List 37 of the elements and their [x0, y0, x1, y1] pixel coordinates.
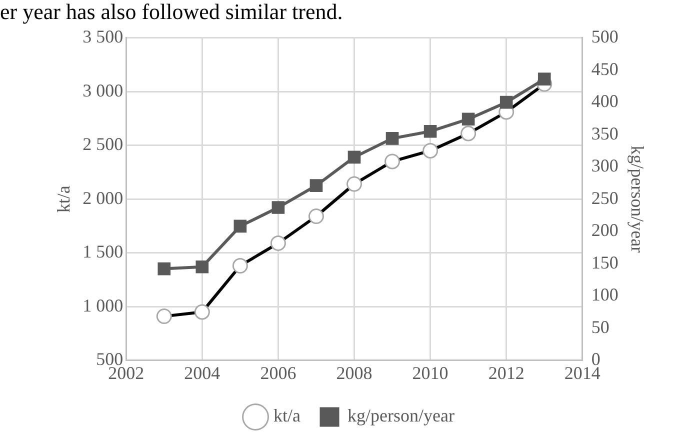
y-tick-label: 2 500 — [82, 134, 124, 154]
point — [272, 201, 285, 214]
point — [310, 179, 323, 192]
y2-tick-label: 50 — [591, 316, 610, 337]
y-tick-label: 3 000 — [82, 80, 124, 100]
y-tick-label: 1 500 — [82, 242, 124, 262]
y2-tick-label: 450 — [591, 58, 618, 79]
text: er year has also followed similar trend. — [0, 0, 343, 24]
legend-label: kt/a — [274, 406, 301, 426]
y2-tick-label: 200 — [591, 220, 618, 240]
point — [386, 132, 399, 145]
point — [348, 150, 361, 164]
point — [234, 220, 247, 233]
legend-label: kg/person/year — [348, 406, 454, 426]
point — [462, 112, 475, 126]
y2-tick-label: 150 — [591, 252, 618, 272]
y2-axis-title: kg/person/year — [627, 146, 648, 253]
point — [196, 260, 209, 274]
x-tick-label: 2006 — [260, 362, 296, 383]
y-tick-label: 1 000 — [82, 295, 124, 316]
y2-tick-label: 100 — [591, 284, 618, 305]
y2-tick-label: 400 — [591, 91, 618, 112]
point — [538, 72, 551, 86]
y2-tick-label: 350 — [591, 123, 618, 144]
x-tick-label: 2004 — [184, 362, 220, 383]
y-axis-title: kt/a — [54, 186, 74, 213]
y-tick-label: 2 000 — [82, 188, 124, 208]
point — [424, 124, 437, 138]
y2-tick-label: 300 — [591, 156, 618, 176]
point — [158, 262, 171, 276]
x-tick-label: 2012 — [488, 362, 524, 383]
y2-tick-label: 500 — [591, 26, 618, 47]
point — [500, 96, 513, 109]
x-tick-label: 2008 — [336, 362, 372, 383]
y-tick-label: 3 500 — [82, 26, 124, 47]
x-tick-label: 2010 — [412, 362, 448, 383]
y2-tick-label: 250 — [591, 188, 618, 208]
